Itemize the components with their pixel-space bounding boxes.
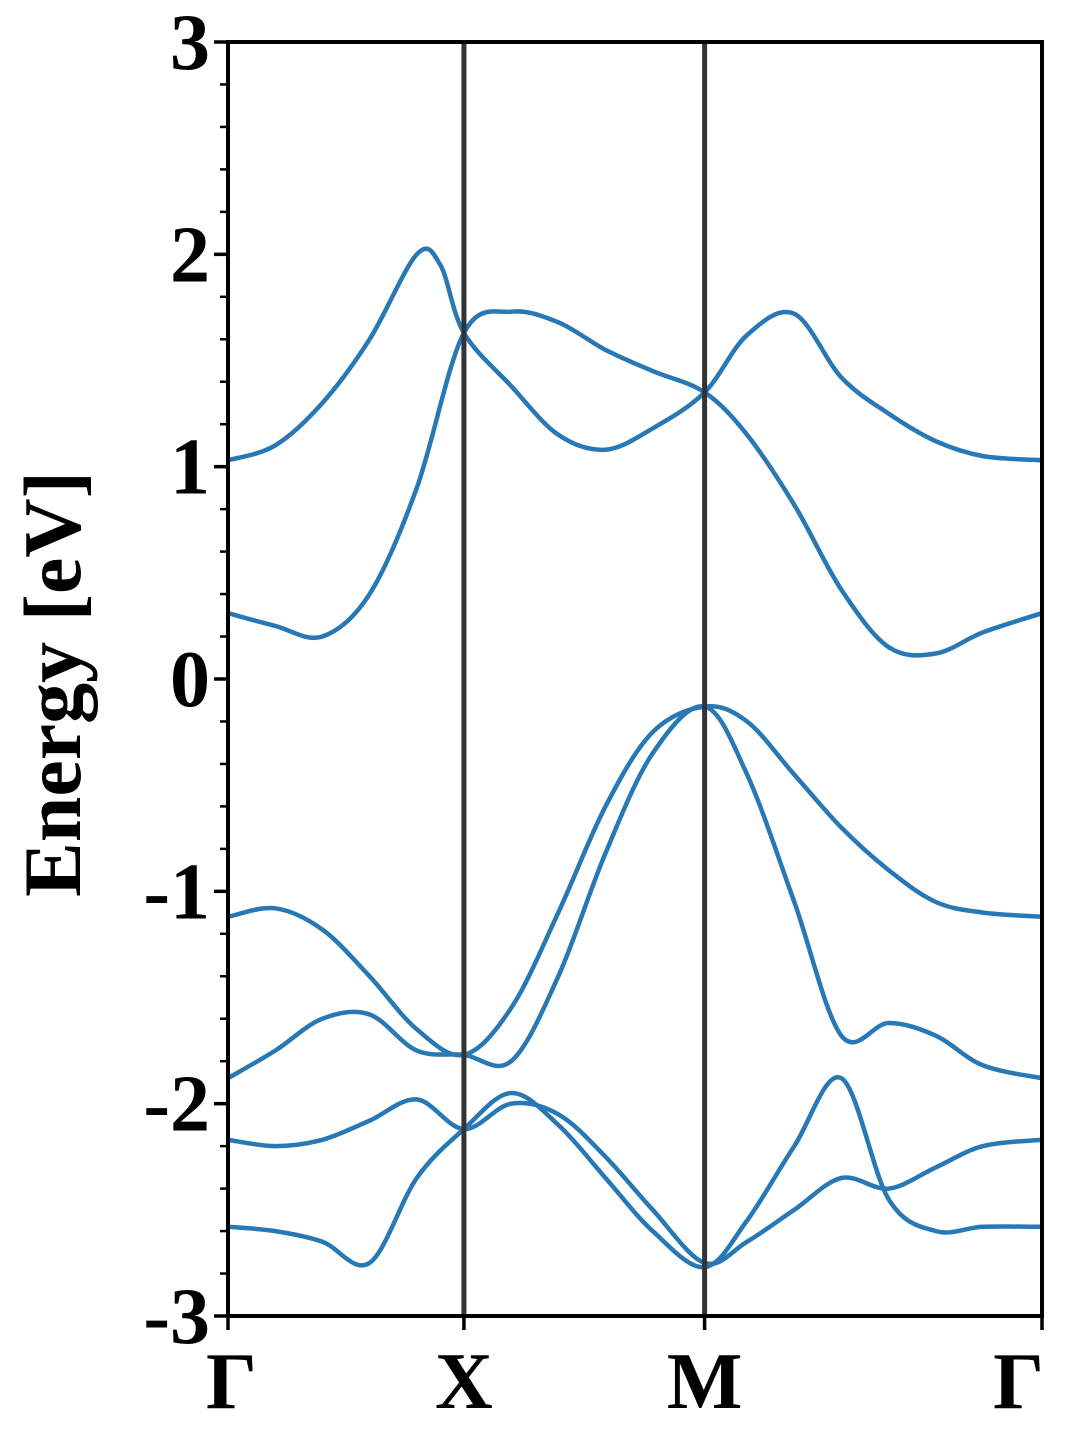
x-tick-label: Γ [993,1338,1044,1426]
y-tick-label: -2 [143,1061,210,1149]
band-line-3 [228,704,1042,1058]
y-ticks-group: 3 2 1 0 -1 -2 -3 [143,0,228,1361]
plot-frame [226,40,1044,1318]
y-tick-label: 2 [170,211,210,299]
x-tick-label: M [667,1338,743,1426]
y-tick-label: 3 [170,0,210,87]
band-series-group [228,246,1042,1270]
band-line-2 [228,309,1042,658]
x-tick-label: Γ [206,1338,257,1426]
y-tick-label: 0 [170,636,210,724]
x-tick-label: X [435,1338,493,1426]
band-line-6 [228,1075,1042,1270]
kpath-lines-group [461,42,708,1316]
y-tick-label: -1 [143,848,210,936]
y-axis-title: Energy [eV] [7,471,98,897]
y-tick-label: -3 [143,1273,210,1361]
band-line-1 [228,246,1042,463]
band-line-5 [228,1097,1042,1267]
band-line-4 [228,704,1042,1081]
y-tick-label: 1 [170,424,210,512]
